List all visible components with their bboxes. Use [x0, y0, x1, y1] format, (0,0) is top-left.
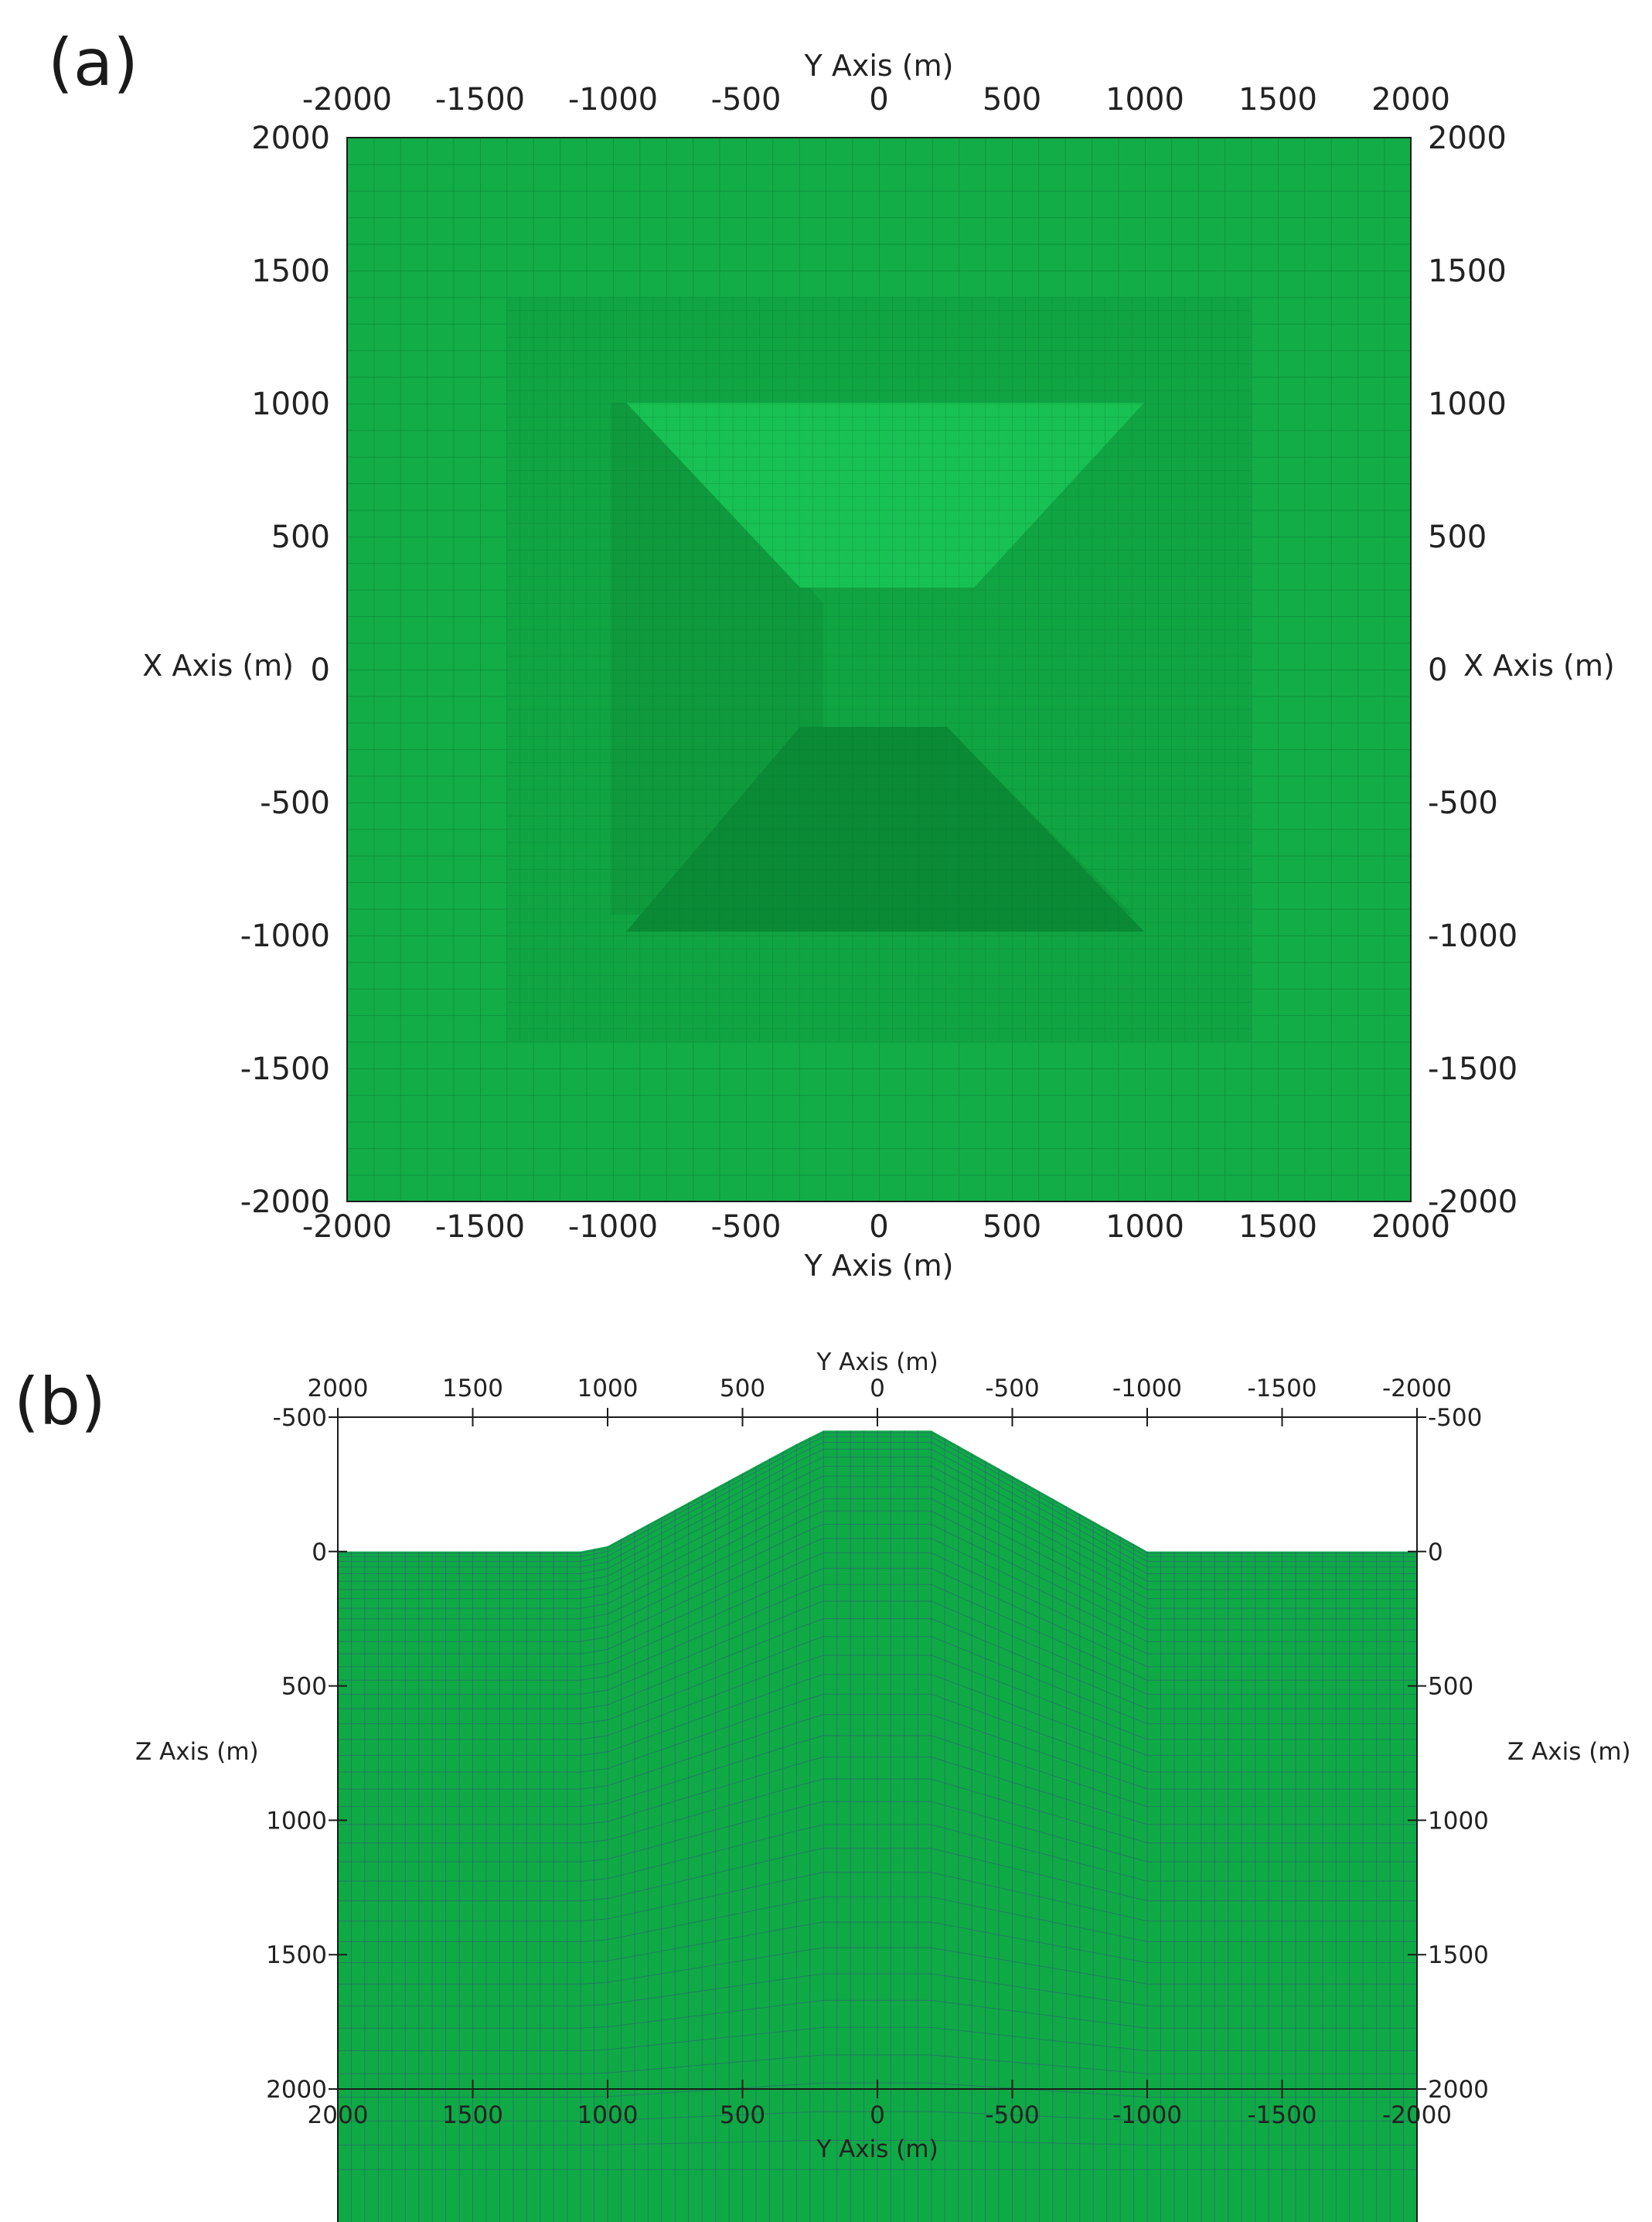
- section-bottom-tick-label: 2000: [308, 2101, 369, 2129]
- plan-left-tick-label: 2000: [251, 121, 330, 156]
- plan-refined-region: [506, 297, 1251, 1041]
- section-top-y-ticks: 2000 1500 1000 500 0 -500 -1000 -1500 -2000: [308, 1375, 1452, 1426]
- plan-right-x-ticks: 2000 1500 1000 500 0 -500 -1000 -1500 -2000: [1428, 121, 1517, 1220]
- section-left-tick-label: 0: [312, 1539, 327, 1566]
- section-bottom-axis-title: Y Axis (m): [816, 2135, 938, 2163]
- plan-right-axis-title: X Axis (m): [1463, 649, 1615, 683]
- plan-left-tick-label: 0: [311, 653, 330, 688]
- plan-right-tick-label: -1000: [1428, 918, 1517, 954]
- plan-bottom-tick-label: 0: [869, 1209, 888, 1245]
- plan-right-tick-label: 0: [1428, 653, 1447, 688]
- section-top-tick-label: 1000: [577, 1375, 639, 1402]
- plan-frame: [346, 137, 1412, 1202]
- plan-right-tick-label: -2000: [1428, 1184, 1517, 1220]
- plan-bottom-tick-label: 2000: [1371, 1209, 1450, 1245]
- plan-bottom-tick-label: -2000: [302, 1209, 392, 1245]
- section-bottom-tick-label: 0: [870, 2101, 885, 2129]
- section-bottom-y-ticks: 2000 1500 1000 500 0 -500 -1000 -1500 -2000: [308, 2080, 1452, 2129]
- plan-top-tick-label: 0: [869, 82, 888, 118]
- plan-top-tick-label: 500: [983, 82, 1041, 118]
- section-bottom-tick-label: -500: [985, 2101, 1039, 2129]
- section-left-tick-label: -500: [273, 1404, 327, 1432]
- section-right-z-ticks: -500 0 500 1000 1500 2000: [1408, 1404, 1489, 2104]
- panel-a-label: (a): [48, 25, 138, 101]
- section-right-tick-label: -500: [1428, 1404, 1482, 1432]
- section-right-tick-label: 500: [1428, 1673, 1473, 1701]
- section-left-tick-label: 1500: [266, 1941, 327, 1969]
- section-bottom-tick-label: -1000: [1112, 2101, 1182, 2129]
- plan-right-tick-label: 1000: [1428, 387, 1507, 422]
- section-right-axis-title: Z Axis (m): [1507, 1738, 1631, 1766]
- plan-bottom-tick-label: -500: [711, 1209, 782, 1245]
- section-right-tick-label: 1500: [1428, 1941, 1489, 1969]
- section-mesh-grid: [338, 1430, 1417, 2222]
- plan-right-tick-label: -1500: [1428, 1051, 1517, 1087]
- section-left-tick-label: 1000: [266, 1807, 327, 1835]
- plan-left-tick-label: 500: [271, 520, 330, 555]
- plan-left-tick-label: -1500: [240, 1051, 330, 1087]
- plan-left-tick-label: -500: [260, 786, 330, 821]
- plan-left-x-ticks: 2000 1500 1000 500 0 -500 -1000 -1500 -2000: [240, 121, 330, 1220]
- plan-right-tick-label: 500: [1428, 520, 1487, 555]
- section-bottom-tick-label: 1000: [577, 2101, 639, 2129]
- section-left-tick-label: 500: [281, 1673, 327, 1701]
- section-top-tick-label: -500: [985, 1375, 1039, 1402]
- plan-right-tick-label: 1500: [1428, 254, 1507, 289]
- plan-left-axis-title: X Axis (m): [142, 649, 294, 683]
- plan-top-tick-label: -1500: [435, 82, 525, 118]
- section-bottom-tick-label: -1500: [1247, 2101, 1316, 2129]
- panel-b-label: (b): [14, 1364, 106, 1440]
- plan-top-tick-label: 1500: [1238, 82, 1317, 118]
- plan-right-tick-label: 2000: [1428, 121, 1507, 156]
- plan-top-tick-label: 1000: [1105, 82, 1184, 118]
- plan-left-tick-label: 1000: [251, 387, 330, 422]
- plan-bottom-tick-label: 1500: [1238, 1209, 1317, 1245]
- section-left-tick-label: 2000: [266, 2076, 327, 2104]
- section-bottom-tick-label: 500: [720, 2101, 765, 2129]
- plan-left-tick-label: -1000: [240, 918, 330, 954]
- section-top-tick-label: -1500: [1247, 1375, 1316, 1402]
- plan-left-tick-label: 1500: [251, 254, 330, 289]
- section-top-tick-label: 500: [720, 1375, 765, 1402]
- section-bottom-tick-label: -2000: [1382, 2101, 1452, 2129]
- section-top-tick-label: 0: [870, 1375, 885, 1402]
- section-left-z-ticks: -500 0 500 1000 1500 2000: [266, 1404, 347, 2104]
- plan-bottom-tick-label: -1000: [568, 1209, 658, 1245]
- plan-top-axis-title: Y Axis (m): [804, 49, 954, 83]
- plan-bottom-y-ticks: -2000 -1500 -1000 -500 0 500 1000 1500 2000: [302, 1209, 1450, 1245]
- plan-top-tick-label: -500: [711, 82, 782, 118]
- panel-b: (b) 2000 1500 1000 500 0 -500 -1000 -1500 -2000 …: [14, 1348, 1631, 2222]
- section-top-tick-label: -1000: [1112, 1375, 1182, 1402]
- plan-bottom-tick-label: 1000: [1105, 1209, 1184, 1245]
- plan-left-tick-label: -2000: [240, 1184, 330, 1220]
- section-top-tick-label: -2000: [1382, 1375, 1452, 1402]
- plan-top-tick-label: -2000: [302, 82, 392, 118]
- section-right-tick-label: 2000: [1428, 2076, 1489, 2104]
- plan-bottom-tick-label: -1500: [435, 1209, 525, 1245]
- plan-top-tick-label: -1000: [568, 82, 658, 118]
- plan-right-tick-label: -500: [1428, 786, 1498, 821]
- section-bottom-tick-label: 1500: [442, 2101, 503, 2129]
- section-top-tick-label: 1500: [442, 1375, 503, 1402]
- plan-bottom-tick-label: 500: [983, 1209, 1041, 1245]
- section-right-tick-label: 0: [1428, 1539, 1443, 1566]
- section-left-axis-title: Z Axis (m): [135, 1738, 259, 1766]
- plan-top-y-ticks: -2000 -1500 -1000 -500 0 500 1000 1500 2000: [302, 82, 1450, 118]
- panel-a: (a) -2000 -1500 -1000 -500 0 500 1000 1500 2000: [48, 25, 1615, 1283]
- section-top-tick-label: 2000: [308, 1375, 369, 1402]
- section-right-tick-label: 1000: [1428, 1807, 1489, 1835]
- section-top-axis-title: Y Axis (m): [816, 1348, 938, 1376]
- plan-bottom-axis-title: Y Axis (m): [804, 1249, 954, 1283]
- plan-top-tick-label: 2000: [1371, 82, 1450, 118]
